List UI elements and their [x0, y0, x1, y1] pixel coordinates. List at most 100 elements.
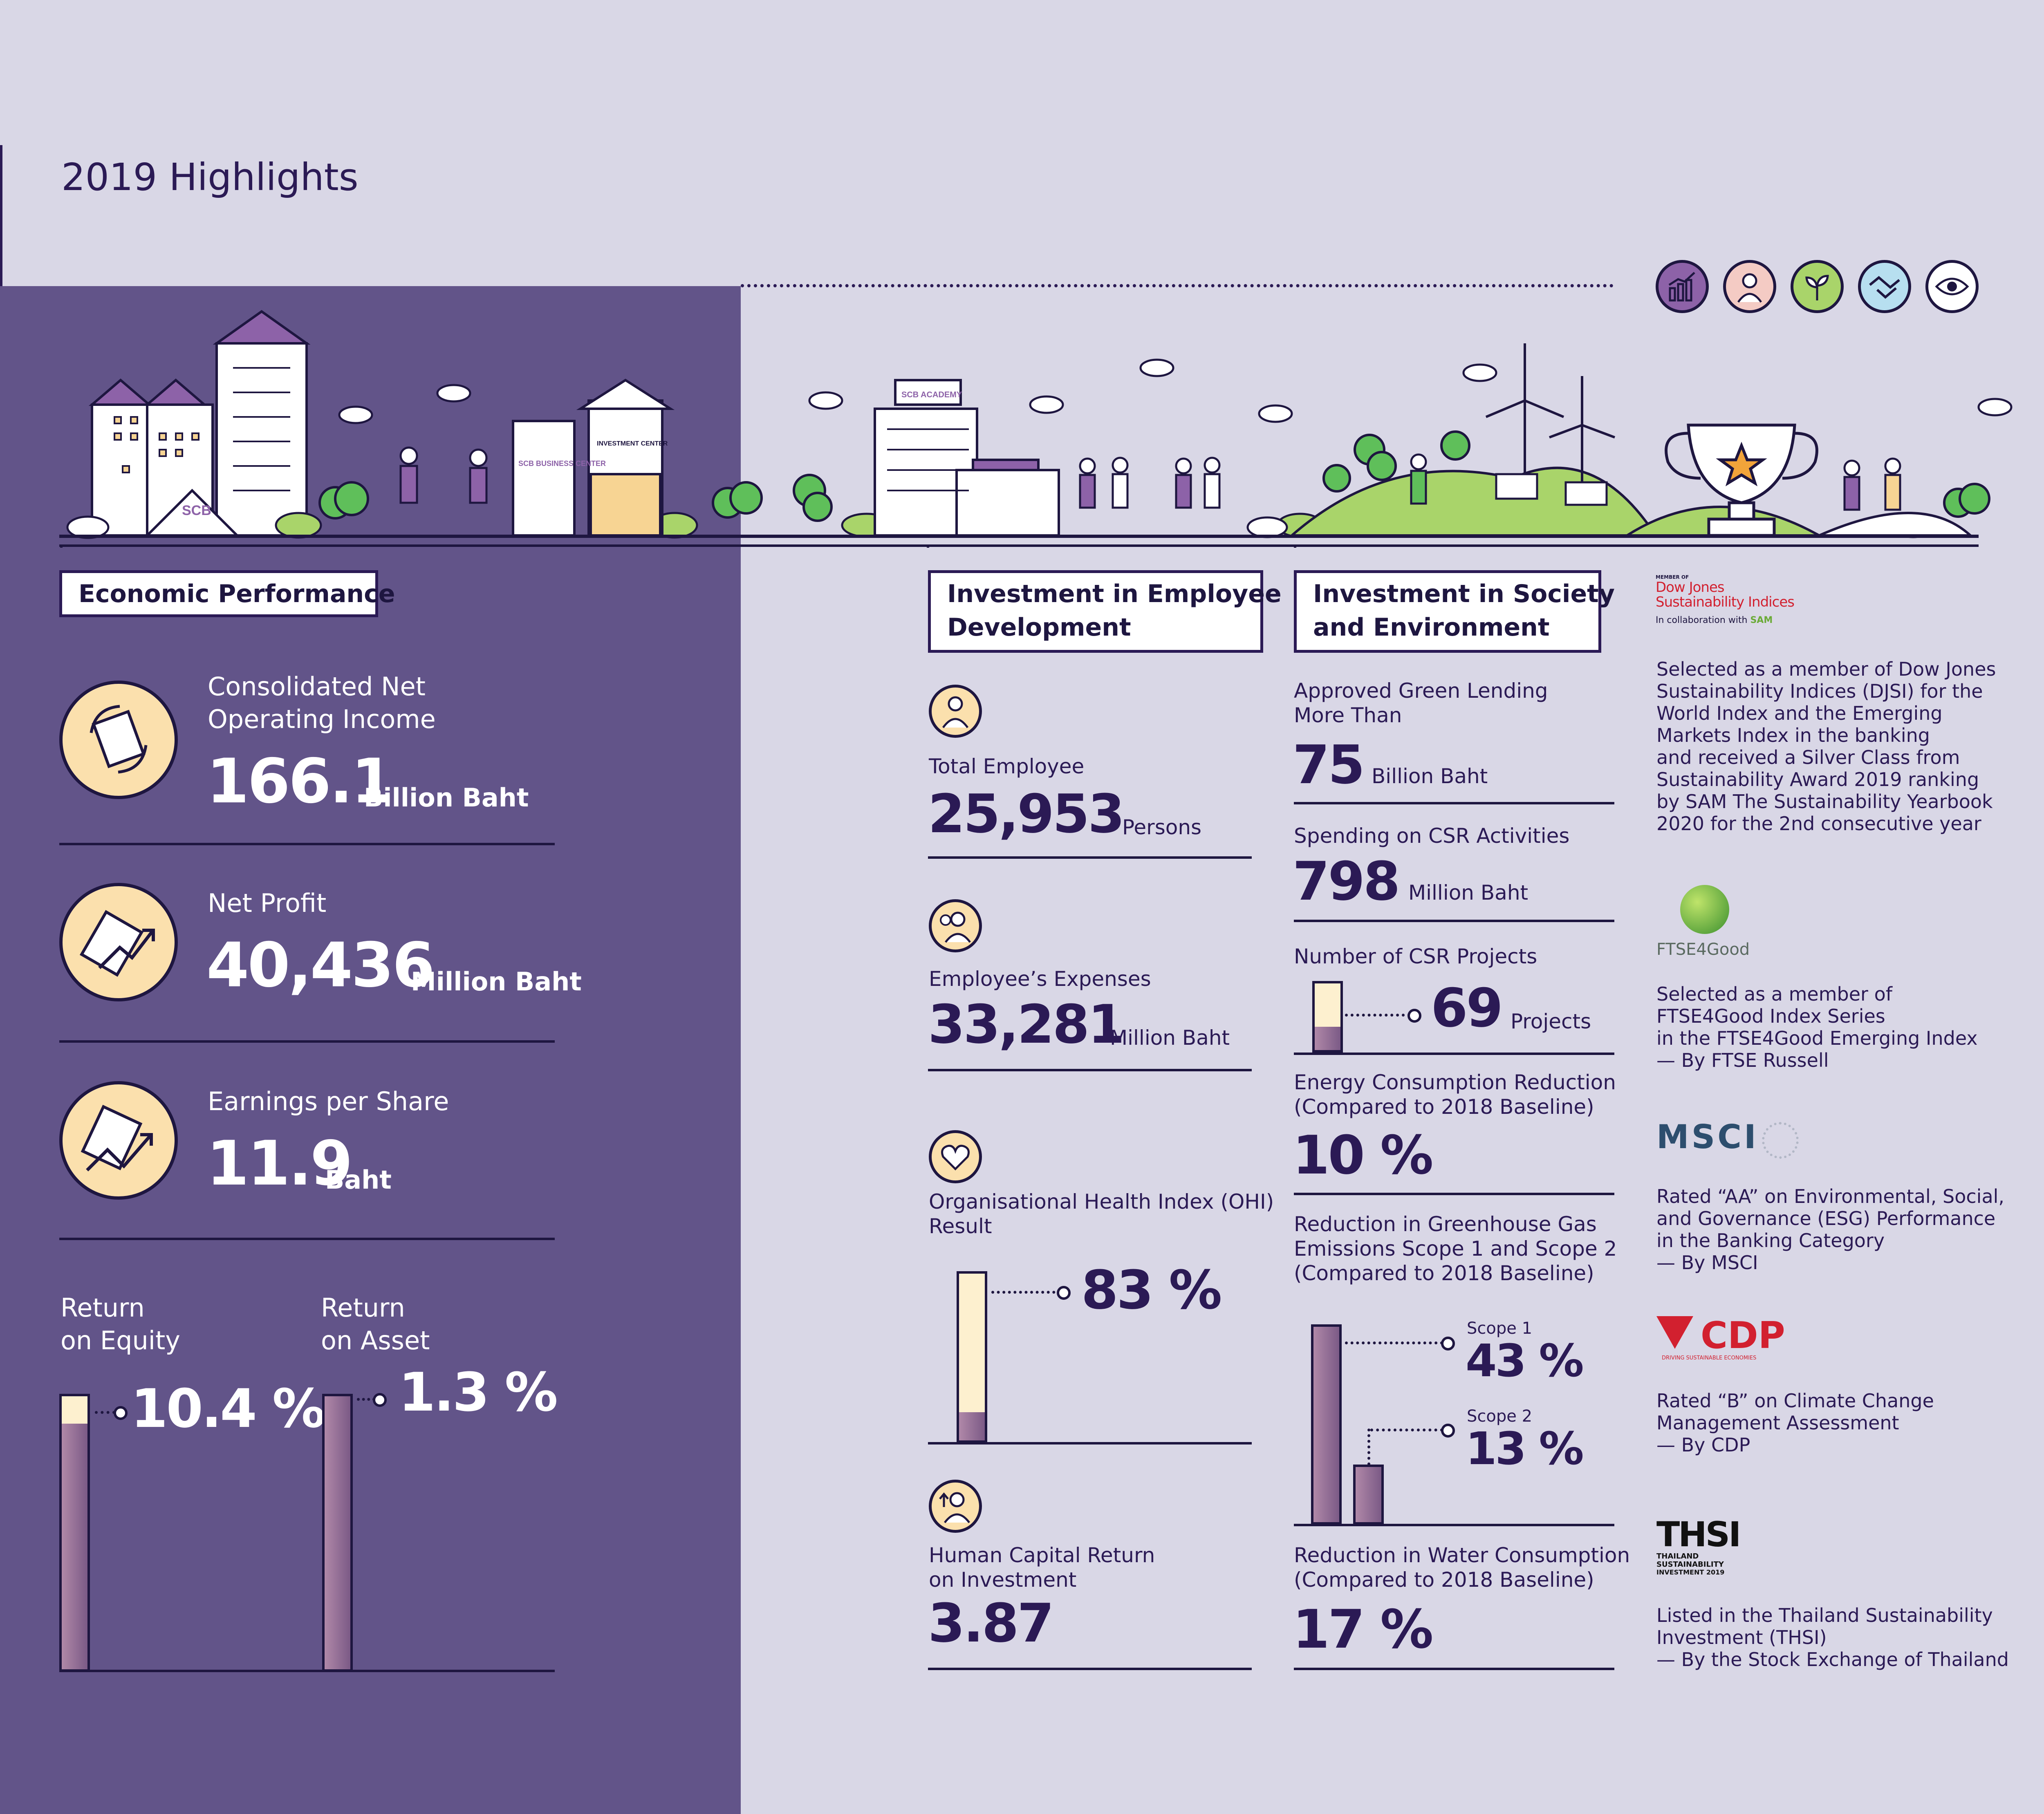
- profit-value: 40,436: [206, 930, 435, 1001]
- employee-total-value: 25,953: [928, 783, 1125, 845]
- academy-sign: SCB ACADEMY: [901, 390, 962, 399]
- csr-projects-label: Number of CSR Projects: [1294, 945, 1537, 968]
- economic-panel: [0, 286, 741, 1814]
- cdp-logo-sub: DRIVING SUSTAINABLE ECONOMIES: [1662, 1355, 1757, 1361]
- msci-text: Rated “AA” on Environmental, Social, and…: [1656, 1185, 2005, 1274]
- divider: [928, 1069, 1252, 1071]
- ftse-text: Selected as a member of FTSE4Good Index …: [1656, 983, 1978, 1071]
- roe-bar-fill: [62, 1423, 87, 1669]
- investment-center-sign: INVESTMENT CENTER: [597, 440, 668, 447]
- ohi-pointer-dot: [1057, 1286, 1071, 1300]
- scope1-pointer: [1345, 1341, 1443, 1344]
- scope1-value: 43 %: [1466, 1335, 1584, 1387]
- green-lending-value: 75: [1293, 734, 1365, 796]
- roa-bar: [322, 1394, 353, 1672]
- hcroi-label: Human Capital Return on Investment: [929, 1543, 1155, 1592]
- roa-pointer-dot: [373, 1393, 387, 1407]
- csr-spend-label: Spending on CSR Activities: [1294, 824, 1570, 848]
- divider: [1294, 1053, 1614, 1055]
- thsi-logo-sub2: SUSTAINABILITY: [1656, 1560, 1724, 1569]
- divider: [1294, 802, 1614, 804]
- scope1-pointer-dot: [1441, 1337, 1455, 1350]
- thsi-text: Listed in the Thailand Sustainability In…: [1656, 1604, 2009, 1671]
- ohi-value: 83 %: [1081, 1259, 1222, 1321]
- msci-logo: MSCI: [1656, 1118, 1759, 1156]
- csr-projects-bar: [1312, 981, 1343, 1053]
- ohi-pointer: [991, 1291, 1061, 1294]
- scope2-value: 13 %: [1466, 1422, 1584, 1475]
- heart-icon: [929, 1130, 982, 1183]
- djsi-logo-line1: Dow Jones: [1656, 579, 1725, 596]
- green-lending-unit: Billion Baht: [1372, 764, 1488, 788]
- expenses-icon: [929, 899, 982, 952]
- divider: [1294, 1193, 1614, 1195]
- roa-pointer: [357, 1398, 375, 1401]
- employee-total-unit: Persons: [1122, 815, 1202, 839]
- djsi-logo-collab: In collaboration with: [1656, 615, 1748, 625]
- thsi-logo-sub1: THAILAND: [1656, 1552, 1699, 1561]
- divider: [928, 1668, 1252, 1670]
- csr-projects-unit: Projects: [1511, 1010, 1591, 1033]
- csr-projects-pointer: [1345, 1014, 1410, 1017]
- thsi-logo: THSI: [1656, 1514, 1741, 1554]
- green-lending-label: Approved Green Lending More Than: [1294, 679, 1548, 727]
- scope2-pointer: [1370, 1429, 1443, 1431]
- roe-bar: [59, 1394, 90, 1672]
- djsi-logo-small: MEMBER OF: [1656, 574, 1689, 580]
- ohi-bar: [957, 1271, 987, 1443]
- ohi-label: Organisational Health Index (OHI) Result: [929, 1190, 1274, 1238]
- divider: [59, 1238, 555, 1240]
- expenses-unit: Million Baht: [1110, 1026, 1230, 1050]
- divider: [928, 856, 1252, 859]
- divider: [59, 1040, 555, 1043]
- title-accent-bar: [0, 145, 2, 286]
- djsi-logo-sam: SAM: [1750, 615, 1773, 625]
- ghg-scope2-bar-fill: [1353, 1465, 1384, 1525]
- ghg-label: Reduction in Greenhouse Gas Emissions Sc…: [1294, 1212, 1617, 1285]
- roe-pointer: [95, 1411, 115, 1414]
- city-scene-illustration: SCB SCB BUSINESS CENTER INVESTMENT CENTE…: [59, 310, 2013, 548]
- eps-label: Earnings per Share: [208, 1086, 449, 1116]
- roe-pointer-dot: [114, 1406, 128, 1420]
- divider: [59, 843, 555, 845]
- income-label: Consolidated Net Operating Income: [208, 672, 436, 734]
- hcroi-icon: [929, 1480, 982, 1533]
- eps-unit: Baht: [325, 1165, 392, 1195]
- csr-spend-unit: Million Baht: [1408, 881, 1529, 905]
- globe-icon: [1680, 885, 1729, 934]
- scb-logo: SCB: [182, 503, 211, 518]
- thsi-logo-box: THSI THAILAND SUSTAINABILITY INVESTMENT …: [1656, 1514, 1741, 1576]
- roa-label: Return on Asset: [321, 1293, 430, 1355]
- header-dotted-line: [741, 284, 1614, 287]
- scope1-label: Scope 1: [1467, 1319, 1533, 1338]
- energy-value: 10 %: [1293, 1124, 1433, 1186]
- income-unit: Billion Baht: [364, 783, 529, 813]
- roa-value: 1.3 %: [399, 1361, 558, 1423]
- cdp-logo-mark: [1656, 1316, 1693, 1349]
- profit-label: Net Profit: [208, 888, 327, 918]
- eps-value: 11.9: [206, 1128, 353, 1199]
- expenses-label: Employee’s Expenses: [929, 967, 1151, 991]
- page-title: 2019 Highlights: [61, 155, 359, 199]
- employee-heading: Investment in Employee Development: [928, 570, 1282, 653]
- water-value: 17 %: [1293, 1598, 1433, 1660]
- plant-icon: [1791, 260, 1844, 313]
- ghg-scope1-bar: [1311, 1324, 1342, 1525]
- divider: [1294, 920, 1614, 922]
- scope2-label: Scope 2: [1467, 1407, 1533, 1426]
- djsi-logo: MEMBER OF Dow Jones Sustainability Indic…: [1656, 574, 1819, 625]
- cdp-text: Rated “B” on Climate Change Management A…: [1656, 1390, 1934, 1456]
- roa-bar-fill: [325, 1396, 350, 1669]
- djsi-text: Selected as a member of Dow Jones Sustai…: [1656, 658, 1996, 835]
- business-center-sign: SCB BUSINESS CENTER: [518, 459, 606, 468]
- employee-total-label: Total Employee: [929, 755, 1085, 778]
- energy-label: Energy Consumption Reduction (Compared t…: [1294, 1070, 1616, 1119]
- income-icon: [59, 681, 178, 799]
- society-heading: Investment in Society and Environment: [1294, 570, 1615, 653]
- csr-projects-bar-fill: [1315, 1026, 1340, 1050]
- ghg-scope1-bar-fill: [1313, 1327, 1339, 1522]
- divider: [928, 1442, 1252, 1444]
- doctor-icon: [1723, 260, 1776, 313]
- divider: [1294, 1668, 1614, 1670]
- scope2-pointer-dot: [1441, 1424, 1455, 1438]
